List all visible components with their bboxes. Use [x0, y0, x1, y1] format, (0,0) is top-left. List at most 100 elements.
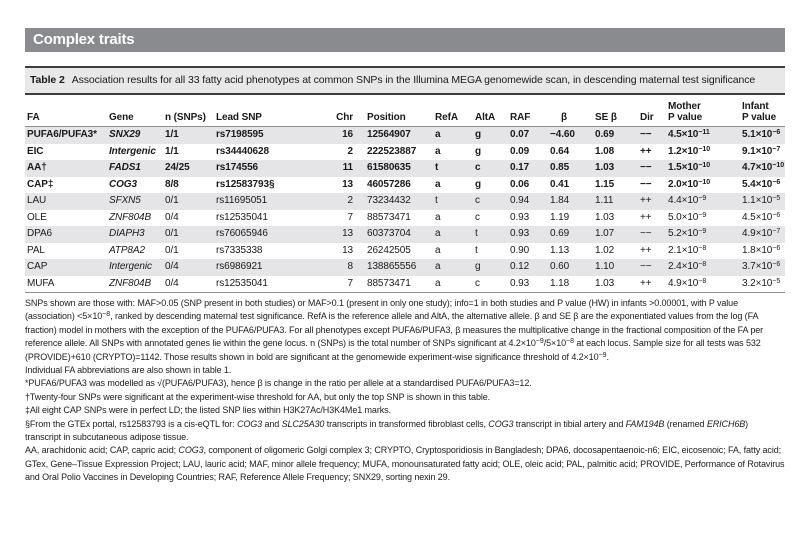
table-row: DPA6 DIAPH3 0/1 rs76065946 13 60373704 a… [25, 226, 785, 243]
cell-fa: CAP‡ [27, 178, 54, 190]
cell-se: 1.03 [595, 162, 615, 173]
cell-refa: a [435, 261, 441, 272]
cell-raf: 0.12 [510, 261, 530, 272]
cell-pos: 88573471 [367, 211, 411, 223]
cell-gene: Intergenic [109, 145, 156, 157]
footnote-abbreviations: AA, arachidonic acid; CAP, capric acid; … [25, 445, 785, 483]
cell-raf: 0.93 [508, 275, 548, 293]
cell-n: 8/8 [165, 178, 179, 190]
cell-chr: 2 [347, 145, 354, 157]
cell-pos: 61580635 [367, 162, 411, 173]
cell-dir: −− [640, 178, 652, 190]
cell-snp: rs12535041 [214, 275, 330, 293]
footnote-section: §From the GTEx portal, rs12583793 is a c… [25, 418, 749, 443]
cell-refa: a [435, 228, 441, 239]
cell-gene: Intergenic [109, 261, 152, 272]
col-header-refa: RefA [433, 95, 473, 127]
col-header-position: Position [365, 95, 433, 127]
cell-se: 1.02 [595, 244, 615, 256]
cell-beta: 1.13 [550, 244, 570, 256]
cell-n: 0/4 [165, 261, 179, 272]
cell-se: 0.69 [595, 129, 615, 140]
col-header-raf: RAF [508, 95, 548, 127]
cell-se: 1.07 [595, 228, 615, 239]
cell-chr: 13 [342, 244, 353, 256]
cell-gene: ATP8A2 [109, 244, 145, 256]
cell-pos: 12564907 [367, 129, 411, 140]
table-row: CAP‡ COG3 8/8 rs12583793§ 13 46057286 a … [25, 177, 785, 194]
cell-pos: 88573471 [365, 275, 433, 293]
cell-beta: −4.60 [550, 129, 575, 140]
col-header-se-beta: SE β [593, 95, 638, 127]
cell-refa: a [435, 178, 441, 190]
cell-mother-p: 1.2×10−10 [668, 145, 711, 157]
cell-raf: 0.93 [510, 228, 530, 239]
cell-refa: a [435, 211, 441, 223]
section-title: Complex traits [33, 31, 135, 48]
cell-fa: PUFA6/PUFA3* [27, 129, 97, 140]
table-row: MUFA ZNF804B 0/4 rs12535041 7 88573471 a… [25, 275, 785, 293]
cell-mother-p: 5.2×10−9 [668, 228, 707, 239]
cell-n: 0/1 [165, 195, 179, 206]
table-row: OLE ZNF804B 0/4 rs12535041 7 88573471 a … [25, 210, 785, 227]
cell-snp: rs174556 [216, 162, 259, 173]
cell-n: 1/1 [165, 145, 179, 157]
cell-infant-p: 4.9×10−7 [742, 228, 781, 239]
cell-mother-p: 4.5×10−11 [668, 129, 710, 140]
cell-fa: DPA6 [27, 228, 52, 239]
cell-raf: 0.09 [510, 145, 530, 157]
cell-dir: ++ [640, 145, 652, 157]
cell-dir: ++ [638, 275, 666, 293]
table-row: AA† FADS1 24/25 rs174556 11 61580635 t c… [25, 160, 785, 177]
cell-mother-p: 2.1×10−8 [668, 244, 707, 256]
cell-dir: ++ [640, 211, 652, 223]
cell-chr: 8 [347, 261, 354, 272]
cell-mother-p: 1.5×10−10 [668, 162, 711, 173]
cell-mother-p: 5.0×10−9 [668, 211, 707, 223]
footnote-abbrev-ref: Individual FA abbreviations are also sho… [25, 365, 232, 376]
section-banner: Complex traits [25, 28, 785, 52]
table-caption-text: Association results for all 33 fatty aci… [71, 74, 756, 86]
cell-chr: 13 [342, 228, 353, 239]
cell-infant-p: 3.2×10−5 [740, 275, 785, 293]
cell-n: 0/1 [165, 228, 179, 239]
cell-alta: g [475, 178, 482, 190]
cell-raf: 0.17 [510, 162, 530, 173]
cell-snp: rs34440628 [216, 145, 269, 157]
cell-se: 1.10 [595, 261, 615, 272]
cell-infant-p: 3.7×10−6 [742, 261, 781, 272]
cell-snp: rs12535041 [216, 211, 268, 223]
cell-raf: 0.07 [510, 129, 530, 140]
cell-snp: rs12583793§ [216, 178, 275, 190]
cell-chr: 7 [347, 211, 354, 223]
cell-n: 1/1 [165, 129, 179, 140]
cell-gene: FADS1 [109, 162, 141, 173]
footnote-asterisk: *PUFA6/PUFA3 was modelled as √(PUFA6/PUF… [25, 378, 532, 389]
table-header: FA Gene n (SNPs) Lead SNP Chr Position R… [25, 95, 785, 127]
cell-raf: 0.93 [510, 211, 530, 223]
cell-mother-p: 4.9×10−8 [666, 275, 740, 293]
cell-infant-p: 1.8×10−6 [742, 244, 781, 256]
col-header-lead-snp: Lead SNP [214, 95, 330, 127]
cell-pos: 46057286 [367, 178, 411, 190]
cell-infant-p: 4.7×10−10 [742, 162, 785, 173]
cell-dir: ++ [640, 195, 652, 206]
cell-gene: SFXN5 [109, 195, 141, 206]
cell-beta: 0.64 [550, 145, 570, 157]
cell-fa: MUFA [25, 275, 107, 293]
cell-alta: t [475, 228, 478, 239]
cell-fa: OLE [27, 211, 47, 223]
col-header-infant-p: Infant P value [740, 95, 785, 127]
cell-refa: a [435, 129, 441, 140]
cell-refa: a [435, 145, 441, 157]
footnote-general: SNPs shown are those with: MAF>0.05 (SNP… [25, 298, 764, 362]
footnote-double-dagger: ‡All eight CAP SNPs were in perfect LD; … [25, 405, 391, 416]
cell-gene: COG3 [109, 178, 137, 190]
cell-beta: 1.84 [550, 195, 570, 206]
cell-fa: LAU [27, 195, 47, 206]
cell-mother-p: 4.4×10−9 [668, 195, 707, 206]
cell-beta: 1.18 [548, 275, 593, 293]
cell-snp: rs7335338 [216, 244, 263, 256]
cell-infant-p: 5.4×10−6 [742, 178, 781, 190]
